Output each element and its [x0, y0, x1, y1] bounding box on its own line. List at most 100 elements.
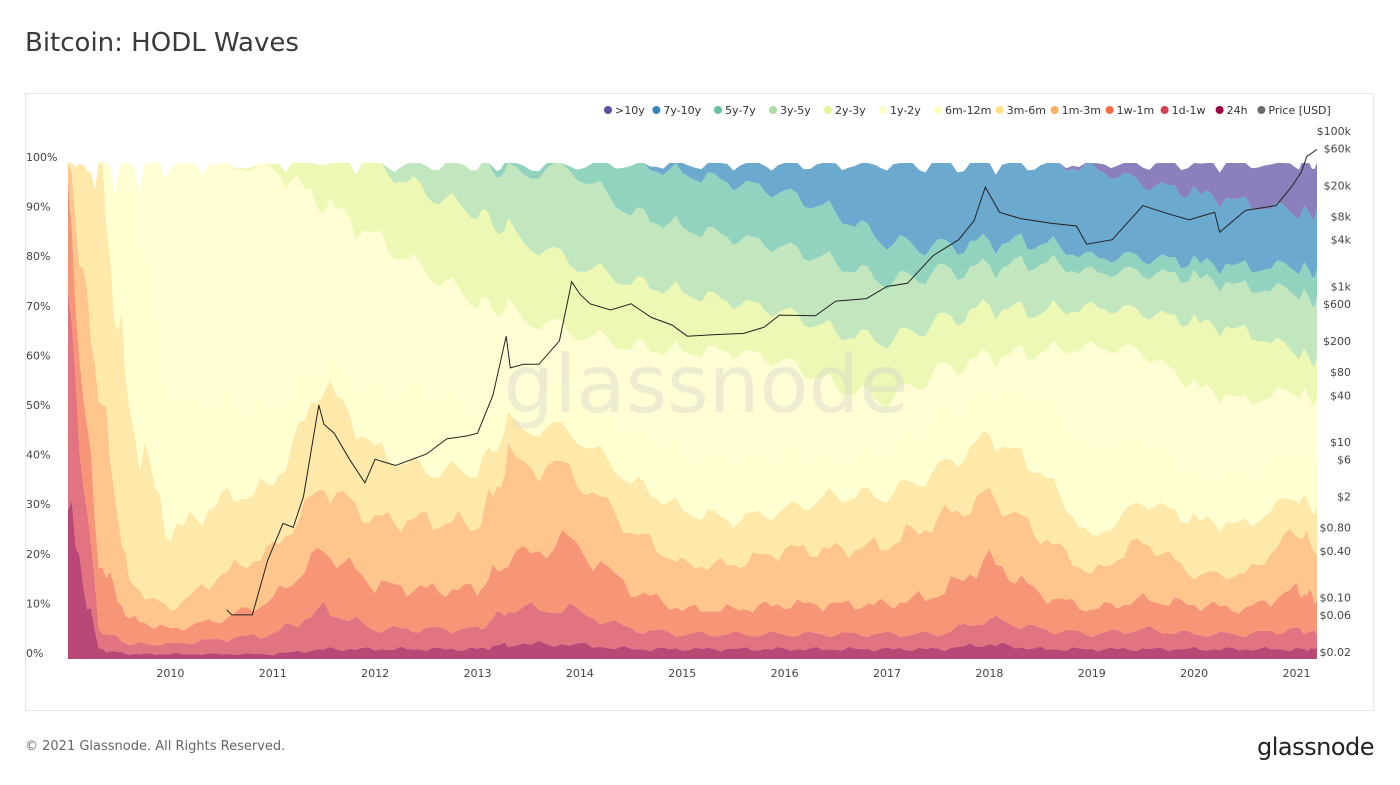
legend-item-1y-2y[interactable]: 1y-2y	[879, 104, 921, 117]
legend-marker-icon	[934, 106, 942, 114]
x-tick-label: 2021	[1283, 667, 1311, 680]
area-3m-6m	[68, 163, 1317, 611]
legend-item-7y-10y[interactable]: 7y-10y	[652, 104, 702, 117]
legend-marker-icon	[995, 106, 1004, 114]
y-left-tick-label: 70%	[26, 300, 50, 313]
legend-label: 2y-3y	[835, 104, 866, 117]
area-3y-5y	[68, 163, 1317, 367]
x-tick-label: 2012	[361, 667, 389, 680]
area-5y-7y	[68, 163, 1317, 307]
legend: >10y 7y-10y 5y-7y 3y-5y 2y-3y 1y-2y 6m-12m 3m-6…	[604, 104, 1331, 117]
legend-item-6m-12m[interactable]: 6m-12m	[934, 104, 991, 117]
x-tick-label: 2016	[771, 667, 799, 680]
legend-marker-icon	[1050, 106, 1059, 114]
legend-label: 5y-7y	[725, 104, 756, 117]
y-right-tick-label: $4k	[1331, 234, 1352, 247]
y-right-tick-label: $0.40	[1320, 545, 1352, 558]
legend-label: 1m-3m	[1062, 104, 1101, 117]
legend-label: 1w-1m	[1117, 104, 1155, 117]
area-2y-3y	[68, 163, 1317, 409]
x-tick-label: 2015	[668, 667, 696, 680]
x-tick-label: 2020	[1180, 667, 1208, 680]
x-tick-label: 2019	[1078, 667, 1106, 680]
legend-item-5y-7y[interactable]: 5y-7y	[714, 104, 756, 117]
area-6m-12m	[68, 163, 1317, 541]
y-right-tick-label: $0.02	[1320, 646, 1352, 659]
y-right-tick-label: $0.10	[1320, 592, 1352, 605]
y-right-tick-label: $200	[1323, 335, 1351, 348]
y-right-tick-label: $8k	[1331, 210, 1352, 223]
y-left-tick-label: 0%	[26, 647, 43, 660]
x-tick-label: 2017	[873, 667, 901, 680]
y-right-tick-label: $600	[1323, 298, 1351, 311]
page-title: Bitcoin: HODL Waves	[25, 28, 299, 58]
glassnode-logo[interactable]: glassnode	[1256, 733, 1375, 761]
legend-item-1d-1w[interactable]: 1d-1w	[1160, 104, 1206, 117]
x-axis: 2010 2011 2012 2013 2014 2015 2016 2017 2018 2019…	[156, 667, 1310, 680]
legend-label: Price [USD]	[1268, 104, 1330, 117]
legend-marker-icon	[824, 106, 832, 114]
x-tick-label: 2014	[566, 667, 594, 680]
y-left-tick-label: 80%	[26, 250, 50, 263]
price-line	[226, 148, 1318, 616]
y-right-tick-label: $40	[1330, 389, 1351, 402]
x-tick-label: 2018	[975, 667, 1003, 680]
legend-label: 7y-10y	[663, 104, 701, 117]
watermark: glassnode	[503, 338, 908, 431]
legend-marker-icon	[1257, 106, 1266, 114]
y-axis-right: $0.02 $0.06 $0.10 $0.40 $0.80 $2 $6 $10 $40 $80 $2…	[1317, 125, 1352, 659]
legend-item-3y-5y[interactable]: 3y-5y	[769, 104, 811, 117]
area-1y-2y	[68, 163, 1317, 486]
x-tick-label: 2011	[259, 667, 287, 680]
legend-marker-icon	[879, 106, 887, 114]
y-right-tick-label: $20k	[1324, 179, 1352, 192]
y-right-tick-label: $100k	[1317, 125, 1352, 138]
area-7y-10y	[68, 163, 1317, 278]
legend-label: 6m-12m	[945, 104, 991, 117]
price-line-layer	[226, 148, 1318, 616]
y-left-tick-label: 40%	[26, 449, 50, 462]
y-left-tick-label: 10%	[26, 597, 50, 610]
legend-marker-icon	[769, 106, 777, 114]
legend-marker-icon	[604, 106, 612, 114]
legend-marker-icon	[1105, 106, 1114, 114]
legend-label: 3y-5y	[780, 104, 811, 117]
y-left-tick-label: 100%	[26, 151, 57, 164]
legend-label: 3m-6m	[1007, 104, 1046, 117]
y-axis-left: 0% 10% 20% 30% 40% 50% 60% 70% 80% 90% 100%	[26, 151, 57, 660]
hodl-waves-chart: glassnode 0% 10% 20% 30% 40% 50% 60% 70% 80% 90% 1…	[26, 104, 1352, 680]
y-right-tick-label: $2	[1337, 490, 1351, 503]
legend-marker-icon	[652, 106, 661, 114]
chart-container: glassnode 0% 10% 20% 30% 40% 50% 60% 70% 80% 90% 1…	[25, 93, 1374, 711]
y-left-tick-label: 60%	[26, 349, 50, 362]
legend-item--10y[interactable]: >10y	[604, 104, 645, 117]
y-right-tick-label: $0.80	[1320, 521, 1352, 534]
y-right-tick-label: $80	[1330, 366, 1351, 379]
legend-label: 1y-2y	[890, 104, 921, 117]
y-right-tick-label: $6	[1337, 453, 1351, 466]
y-right-tick-label: $10	[1330, 436, 1351, 449]
legend-label: 1d-1w	[1172, 104, 1206, 117]
legend-item-3m-6m[interactable]: 3m-6m	[995, 104, 1046, 117]
y-left-tick-label: 90%	[26, 201, 50, 214]
legend-label: 24h	[1227, 104, 1248, 117]
legend-item-2y-3y[interactable]: 2y-3y	[824, 104, 866, 117]
y-right-tick-label: $1k	[1331, 281, 1352, 294]
legend-marker-icon	[714, 106, 722, 114]
y-right-tick-label: $60k	[1324, 142, 1352, 155]
area--10y	[68, 163, 1317, 220]
y-left-tick-label: 50%	[26, 399, 50, 412]
x-tick-label: 2013	[464, 667, 492, 680]
legend-marker-icon	[1215, 106, 1224, 114]
legend-marker-icon	[1160, 106, 1169, 114]
y-left-tick-label: 20%	[26, 548, 50, 561]
legend-item-Price-USD-[interactable]: Price [USD]	[1257, 104, 1331, 117]
legend-item-1w-1m[interactable]: 1w-1m	[1105, 104, 1155, 117]
legend-label: >10y	[615, 104, 645, 117]
y-left-tick-label: 30%	[26, 498, 50, 511]
legend-item-1m-3m[interactable]: 1m-3m	[1050, 104, 1101, 117]
copyright-text: © 2021 Glassnode. All Rights Reserved.	[25, 739, 286, 754]
area-layers	[68, 163, 1317, 659]
legend-item-24h[interactable]: 24h	[1215, 104, 1248, 117]
x-tick-label: 2010	[156, 667, 184, 680]
